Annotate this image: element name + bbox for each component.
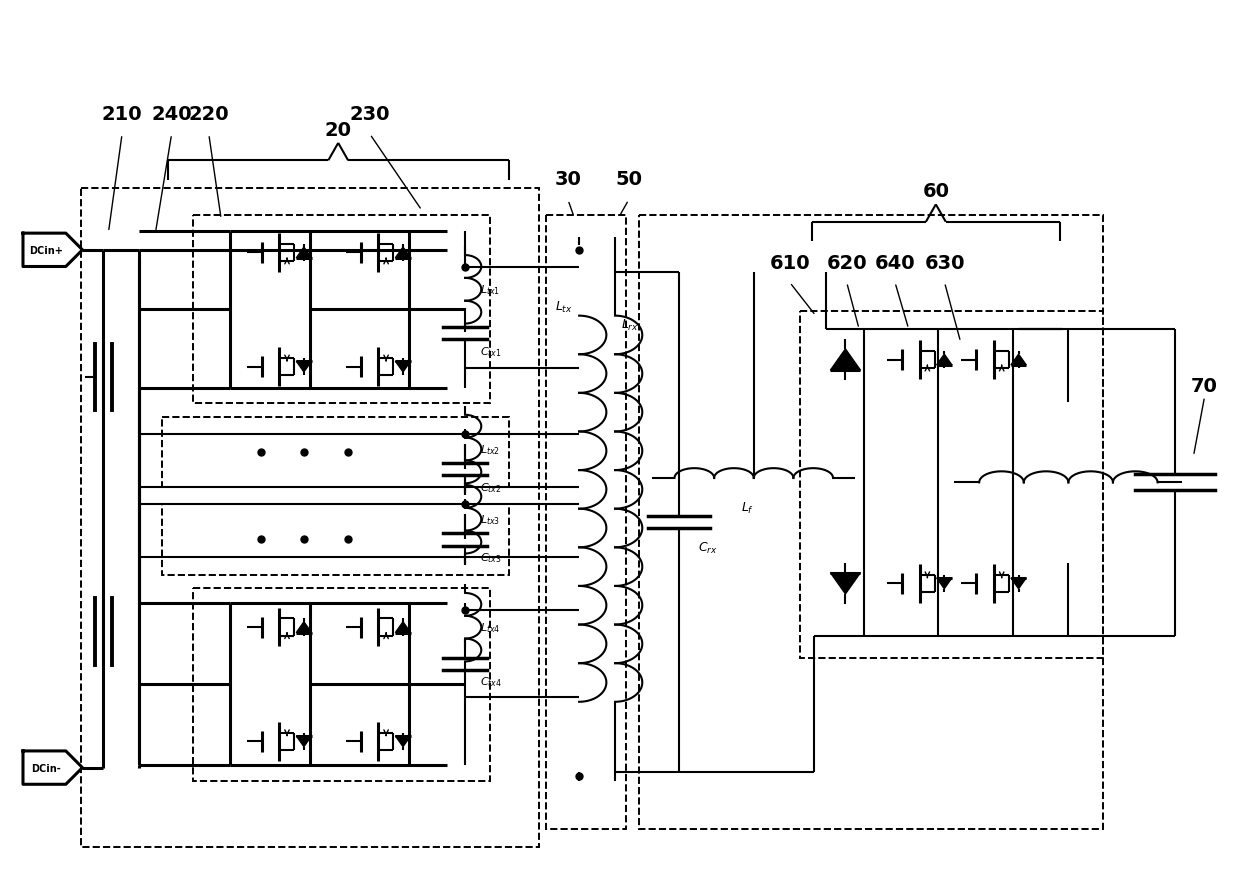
Text: $C_{tx2}$: $C_{tx2}$ (480, 480, 502, 494)
Text: 20: 20 (325, 121, 352, 140)
Text: $L_{tx}$: $L_{tx}$ (556, 300, 573, 315)
Text: $L_f$: $L_f$ (742, 500, 754, 515)
Text: DCin+: DCin+ (29, 246, 62, 255)
Polygon shape (296, 248, 311, 258)
Bar (192, 215, 490, 404)
Text: DCin-: DCin- (31, 763, 61, 773)
Bar (81, 189, 539, 846)
Polygon shape (396, 362, 410, 372)
Polygon shape (1011, 355, 1027, 365)
Bar (639, 215, 1104, 829)
Text: $L_{tx2}$: $L_{tx2}$ (480, 443, 500, 457)
Text: $C_{tx3}$: $C_{tx3}$ (480, 551, 502, 564)
Polygon shape (396, 248, 410, 258)
Polygon shape (1011, 579, 1027, 589)
Text: 210: 210 (102, 104, 143, 124)
Polygon shape (831, 573, 861, 594)
Text: 30: 30 (554, 170, 582, 189)
Polygon shape (296, 736, 311, 747)
Text: 50: 50 (615, 170, 642, 189)
Text: 230: 230 (350, 104, 391, 124)
Text: $C_{rx}$: $C_{rx}$ (698, 540, 718, 555)
Text: 620: 620 (826, 254, 867, 272)
Text: 70: 70 (1192, 377, 1218, 396)
Text: 220: 220 (188, 104, 229, 124)
Text: $L_{tx1}$: $L_{tx1}$ (480, 283, 500, 297)
Bar (161, 505, 508, 575)
Text: $L_{tx4}$: $L_{tx4}$ (480, 621, 501, 635)
Polygon shape (396, 736, 410, 747)
Polygon shape (296, 362, 311, 372)
Text: $C_{tx4}$: $C_{tx4}$ (480, 675, 502, 688)
Polygon shape (296, 623, 311, 633)
Text: $C_{tx1}$: $C_{tx1}$ (480, 344, 502, 358)
Polygon shape (936, 355, 952, 365)
Text: 240: 240 (151, 104, 192, 124)
Text: 640: 640 (874, 254, 915, 272)
Text: $L_{rx}$: $L_{rx}$ (621, 318, 639, 333)
Bar (161, 417, 508, 487)
Polygon shape (936, 579, 952, 589)
Polygon shape (396, 623, 410, 633)
Text: $L_{tx3}$: $L_{tx3}$ (480, 513, 500, 527)
Text: 630: 630 (924, 254, 965, 272)
Text: 610: 610 (769, 254, 810, 272)
Bar (192, 588, 490, 781)
Polygon shape (831, 349, 861, 371)
Bar (546, 215, 626, 829)
Text: 60: 60 (923, 183, 950, 201)
Bar (800, 312, 1104, 658)
